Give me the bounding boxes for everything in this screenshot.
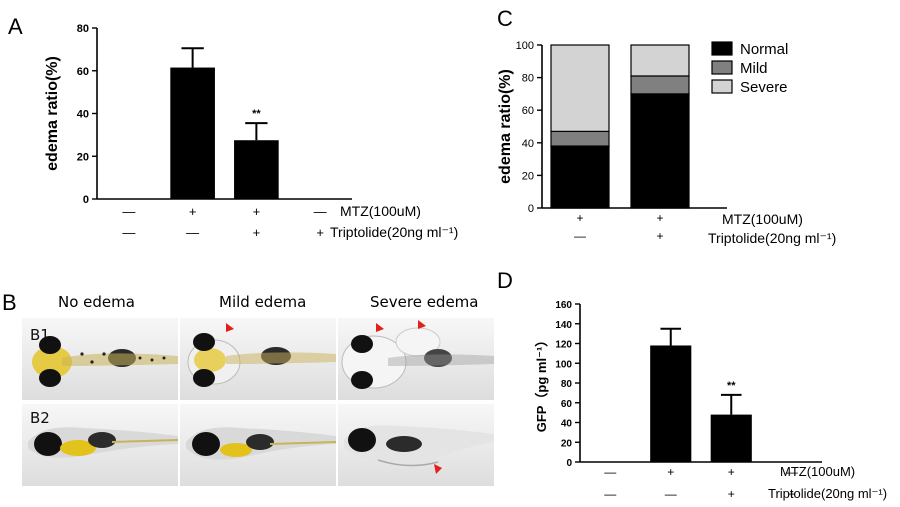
stacked-bar-segment — [630, 44, 690, 77]
photo-col-title-no-edema: No edema — [58, 293, 135, 311]
treatment-label: MTZ(100uM) — [780, 464, 855, 479]
treatment-sign: — — [122, 225, 135, 240]
legend-swatch — [711, 41, 733, 56]
y-tick-label: 40 — [561, 419, 573, 430]
arrow-marker-icon — [418, 320, 426, 329]
y-tick-label: 20 — [77, 151, 89, 163]
y-tick-label: 80 — [77, 23, 89, 35]
larva-dorsal-icon — [32, 336, 178, 387]
panel-letter-b: B — [2, 290, 17, 315]
photo-b2-no-edema — [22, 404, 178, 486]
treatment-sign: — — [786, 465, 798, 479]
treatment-sign: — — [122, 204, 135, 219]
photo-b1-no-edema — [22, 318, 178, 400]
chart-c: 0 20 40 60 80 100 edema ratio(%) + — + + Normal Mild… — [497, 40, 836, 246]
larva-lateral-icon — [28, 427, 178, 458]
legend-label: Mild — [740, 60, 768, 77]
treatment-sign: + — [253, 225, 261, 240]
y-tick-label: 80 — [522, 73, 534, 85]
y-tick-label: 80 — [561, 379, 573, 390]
treatment-label: Triptolide(20ng ml⁻¹) — [768, 486, 887, 501]
treatment-sign: + — [316, 225, 324, 240]
arrow-marker-icon — [226, 323, 234, 332]
treatment-sign: + — [656, 229, 663, 243]
stacked-bar-segment — [630, 75, 690, 95]
y-axis-label: edema ratio(%) — [44, 56, 61, 171]
treatment-sign: + — [656, 211, 663, 225]
treatment-label: Triptolide(20ng ml⁻¹) — [708, 230, 836, 246]
stacked-bar-segment — [550, 145, 610, 209]
y-tick-label: 20 — [561, 438, 573, 449]
photo-grid — [22, 318, 496, 488]
legend-swatch — [711, 60, 733, 75]
stacked-bar-segment — [630, 93, 690, 209]
treatment-label: Triptolide(20ng ml⁻¹) — [330, 224, 458, 240]
panel-letter-d: D — [497, 268, 513, 293]
y-tick-label: 60 — [522, 105, 534, 117]
panel-letter-a: A — [8, 14, 23, 39]
y-tick-label: 100 — [516, 40, 534, 52]
legend-label: Severe — [740, 79, 788, 96]
chart-d: 0 20 40 60 80 100 120 140 160 GFP（pg ml⁻¹） — — + — ** +… — [534, 300, 887, 501]
y-tick-label: 20 — [522, 170, 534, 182]
larva-dorsal-icon — [341, 320, 494, 389]
photo-b2-severe-edema — [338, 404, 494, 486]
treatment-sign: + — [728, 487, 735, 501]
photo-b2-mild-edema — [180, 404, 336, 486]
significance-label: ** — [252, 108, 261, 120]
y-tick-label: 0 — [528, 203, 534, 215]
larva-dorsal-icon — [187, 323, 336, 387]
row-label-b2: B2 — [30, 409, 50, 427]
y-tick-label: 40 — [522, 138, 534, 150]
bar — [710, 414, 752, 462]
legend-swatch — [711, 79, 733, 94]
row-label-b1: B1 — [30, 326, 50, 344]
bar — [234, 140, 279, 199]
y-axis-label: GFP（pg ml⁻¹） — [534, 334, 549, 433]
treatment-sign: + — [728, 465, 735, 479]
treatment-label: MTZ(100uM) — [722, 211, 803, 227]
photo-col-title-severe-edema: Severe edema — [370, 293, 479, 311]
panel-letter-c: C — [497, 6, 513, 31]
treatment-sign: + — [253, 204, 261, 219]
bar — [170, 67, 215, 199]
y-tick-label: 60 — [561, 399, 573, 410]
bar — [650, 345, 692, 462]
treatment-sign: — — [604, 487, 616, 501]
treatment-sign: + — [788, 487, 795, 501]
photo-col-title-mild-edema: Mild edema — [219, 293, 307, 311]
y-axis-label: edema ratio(%) — [497, 69, 514, 184]
y-tick-label: 0 — [83, 194, 89, 206]
y-tick-label: 100 — [555, 359, 572, 370]
treatment-sign: + — [576, 211, 583, 225]
significance-label: ** — [727, 380, 736, 392]
photo-b1-mild-edema — [180, 318, 336, 400]
arrow-marker-icon — [376, 323, 384, 332]
treatment-sign: — — [604, 465, 616, 479]
larva-lateral-icon — [186, 427, 336, 460]
treatment-sign: — — [314, 204, 327, 219]
larva-lateral-icon — [344, 425, 494, 474]
treatment-label: MTZ(100uM) — [340, 203, 421, 219]
y-tick-label: 160 — [555, 300, 572, 311]
treatment-sign: — — [665, 487, 677, 501]
y-tick-label: 0 — [566, 458, 572, 469]
treatment-sign: — — [186, 225, 199, 240]
chart-a: 0 20 40 60 80 edema ratio(%) — — + — ** + + — + MTZ(100… — [44, 23, 458, 240]
treatment-sign: + — [189, 204, 197, 219]
photo-b1-severe-edema — [338, 318, 494, 400]
legend-label: Normal — [740, 41, 788, 58]
y-tick-label: 40 — [77, 109, 89, 121]
treatment-sign: + — [667, 465, 674, 479]
treatment-sign: — — [574, 229, 586, 243]
stacked-bar-segment — [550, 130, 610, 147]
y-tick-label: 60 — [77, 66, 89, 78]
y-tick-label: 140 — [555, 320, 572, 331]
arrow-marker-icon — [434, 464, 442, 474]
stacked-bar-segment — [550, 44, 610, 132]
y-tick-label: 120 — [555, 340, 572, 351]
